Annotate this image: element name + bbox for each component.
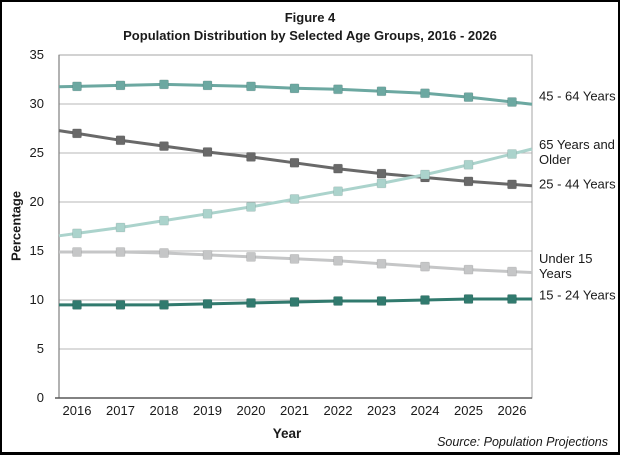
x-tick-label: 2020 — [236, 403, 266, 418]
series-label: 45 - 64 Years — [539, 89, 616, 104]
x-tick-label: 2026 — [497, 403, 527, 418]
series-label: 15 - 24 Years — [539, 288, 616, 303]
series-marker — [420, 169, 430, 180]
series-label-line: 65 Years and — [539, 137, 615, 152]
series-marker — [72, 299, 82, 310]
y-tick-label: 15 — [29, 243, 44, 258]
series-marker — [420, 88, 430, 99]
series-marker — [246, 81, 256, 92]
series-marker — [333, 84, 343, 95]
chart-subtitle: Population Distribution by Selected Age … — [123, 28, 497, 43]
y-tick-label: 20 — [29, 194, 44, 209]
series-marker — [376, 86, 387, 97]
series-marker — [507, 179, 517, 190]
series-marker — [202, 299, 213, 309]
series-marker — [289, 297, 300, 307]
series-marker — [420, 261, 430, 272]
x-axis-title: Year — [272, 426, 302, 441]
series-marker — [507, 266, 517, 277]
series-marker — [115, 80, 126, 91]
x-tick-label: 2022 — [323, 403, 353, 418]
series-marker — [159, 79, 169, 90]
x-tick-label: 2019 — [193, 403, 222, 418]
x-tick-label: 2024 — [410, 403, 440, 418]
series-marker — [420, 295, 430, 305]
y-tick-label: 30 — [29, 96, 44, 111]
series-marker — [289, 157, 300, 168]
series-label-line: 25 - 44 Years — [539, 176, 616, 192]
series-label: Under 15 Years — [539, 251, 592, 281]
series-marker — [115, 135, 126, 146]
series-marker — [333, 255, 343, 266]
series-marker — [159, 248, 169, 258]
series-marker — [72, 81, 82, 92]
series-marker — [159, 299, 169, 310]
x-tick-label: 2017 — [106, 403, 135, 418]
series-marker — [289, 83, 300, 94]
series-marker — [463, 264, 474, 275]
series-marker — [463, 159, 474, 170]
y-tick-label: 10 — [29, 292, 44, 307]
series-marker — [507, 294, 517, 304]
series-label: 65 Years and Older — [539, 137, 615, 167]
x-tick-label: 2018 — [149, 403, 179, 418]
series-marker — [202, 208, 213, 219]
series-label-line: Under 15 — [539, 251, 593, 266]
series-label: 25 - 44 Years — [539, 177, 616, 192]
y-tick-label: 35 — [29, 47, 44, 62]
series-marker — [463, 176, 474, 187]
series-marker — [115, 247, 126, 257]
y-tick-label: 0 — [36, 390, 44, 405]
series-marker — [202, 250, 213, 260]
series-marker — [115, 299, 126, 310]
series-marker — [376, 168, 387, 179]
figure-title: Figure 4 — [284, 10, 336, 25]
y-tick-label: 5 — [36, 341, 44, 356]
series-label-line: 45 - 64 Years — [539, 88, 616, 104]
series-marker — [333, 163, 343, 174]
series-label-line: Years — [539, 266, 572, 281]
series-marker — [376, 178, 387, 189]
series-marker — [463, 92, 474, 103]
series-marker — [159, 141, 169, 152]
series-marker — [202, 147, 213, 157]
series-marker — [289, 253, 300, 264]
series-marker — [72, 247, 82, 257]
series-marker — [246, 152, 256, 162]
x-tick-label: 2016 — [62, 403, 92, 418]
series-marker — [246, 251, 256, 262]
series-marker — [507, 97, 517, 107]
x-tick-label: 2023 — [367, 403, 396, 418]
series-marker — [463, 294, 474, 304]
series-marker — [289, 194, 300, 204]
series-marker — [246, 298, 256, 308]
x-tick-label: 2021 — [280, 403, 309, 418]
series-marker — [72, 128, 82, 139]
series-marker — [333, 186, 343, 197]
series-label-line: 15 - 24 Years — [539, 287, 616, 303]
source-note: Source: Population Projections — [437, 435, 608, 449]
series-marker — [72, 228, 82, 239]
y-tick-label: 25 — [29, 145, 44, 160]
series-marker — [159, 215, 169, 226]
series-marker — [333, 296, 343, 306]
series-marker — [115, 222, 126, 233]
series-marker — [376, 258, 387, 269]
series-marker — [246, 201, 256, 212]
series-label-line: Older — [539, 152, 571, 167]
series-marker — [507, 149, 517, 159]
x-tick-label: 2025 — [454, 403, 483, 418]
series-marker — [376, 296, 387, 306]
series-marker — [202, 80, 213, 91]
